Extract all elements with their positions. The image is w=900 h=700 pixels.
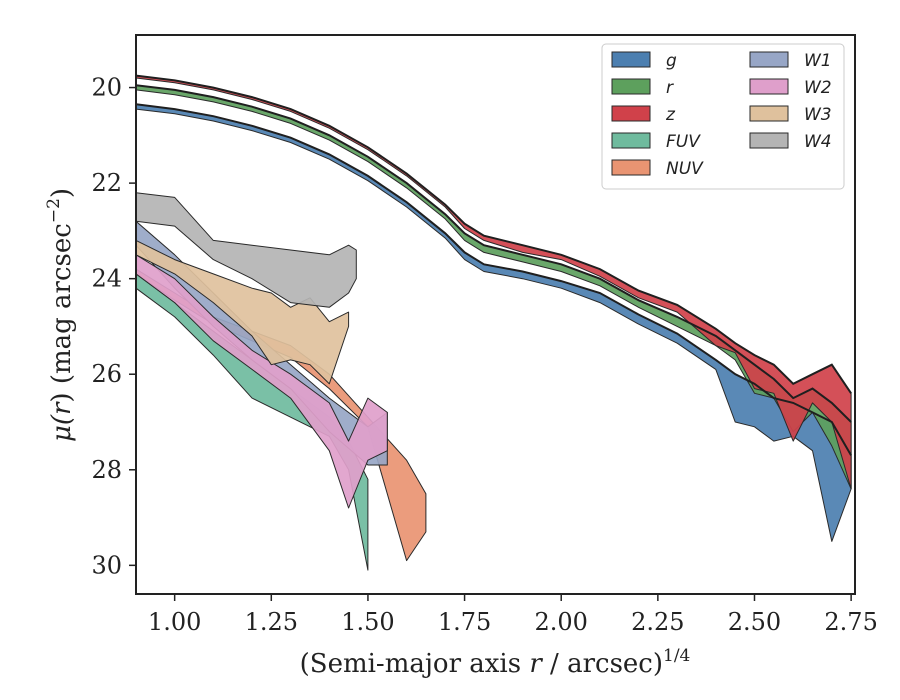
legend-swatch-w2 <box>749 78 789 95</box>
y-tick-label: 28 <box>91 456 122 484</box>
profile-outlines <box>136 74 852 456</box>
x-axis-label-mid: / arcsec) <box>542 649 663 679</box>
y-tick-label: 24 <box>91 265 122 293</box>
x-axis-label: (Semi-major axis r / arcsec)1/4 <box>300 646 691 679</box>
legend-label-w4: W4 <box>804 132 832 152</box>
legend-label-g: g <box>666 51 677 71</box>
y-axis-ticks: 20 22 24 26 28 30 <box>91 74 136 579</box>
x-axis-label-pre: (Semi-major axis <box>300 649 530 679</box>
band-w3 <box>136 239 350 385</box>
legend-swatch-r <box>611 78 651 95</box>
x-tick-label: 1.25 <box>245 608 298 636</box>
x-tick-label: 1.00 <box>148 608 201 636</box>
x-tick-label: 1.50 <box>341 608 394 636</box>
legend-label-fuv: FUV <box>666 132 701 152</box>
y-axis-label-mu: μ( <box>47 414 77 442</box>
legend-swatch-g <box>611 51 651 68</box>
legend-swatch-z <box>611 105 651 122</box>
x-tick-label: 2.25 <box>631 608 684 636</box>
legend-label-r: r <box>666 78 674 98</box>
x-tick-label: 2.50 <box>728 608 781 636</box>
legend-label-w1: W1 <box>804 51 832 71</box>
outline-z <box>136 74 852 394</box>
legend-swatch-w1 <box>749 51 789 68</box>
outline-g <box>136 103 852 456</box>
legend-label-w3: W3 <box>804 105 832 125</box>
y-tick-label: 26 <box>91 360 122 388</box>
legend-swatch-w3 <box>749 105 789 122</box>
y-axis-label: μ(r) (mag arcsec−2) <box>44 188 77 442</box>
y-tick-label: 22 <box>91 169 122 197</box>
legend-label-nuv: NUV <box>666 159 704 179</box>
legend-label-w2: W2 <box>804 78 832 98</box>
y-axis-label-var: r <box>47 401 77 415</box>
legend-label-z: z <box>665 105 676 125</box>
x-axis-label-var: r <box>529 649 543 679</box>
legend-swatch-fuv <box>611 132 651 149</box>
y-tick-label: 30 <box>91 551 122 579</box>
profile-bands <box>136 75 852 571</box>
y-axis-label-mid: ) (mag arcsec <box>47 223 77 402</box>
x-axis-ticks: 1.00 1.25 1.50 1.75 2.00 2.25 2.50 2.75 <box>148 594 878 636</box>
legend-swatch-w4 <box>749 132 789 149</box>
legend-swatch-nuv <box>611 159 651 176</box>
band-w2 <box>136 254 388 509</box>
plot-frame <box>135 34 856 595</box>
x-tick-label: 1.75 <box>438 608 491 636</box>
y-tick-label: 20 <box>91 74 122 102</box>
x-tick-label: 2.75 <box>824 608 877 636</box>
legend: grz FUV NUV W1 W2 W3 W4 <box>601 43 845 190</box>
outline-r <box>136 84 852 423</box>
y-axis-label-sup: −2 <box>44 198 64 223</box>
y-axis-label-post: ) <box>47 188 77 198</box>
band-w4 <box>136 192 357 308</box>
x-axis-label-sup: 1/4 <box>663 646 690 666</box>
x-tick-label: 2.00 <box>534 608 587 636</box>
